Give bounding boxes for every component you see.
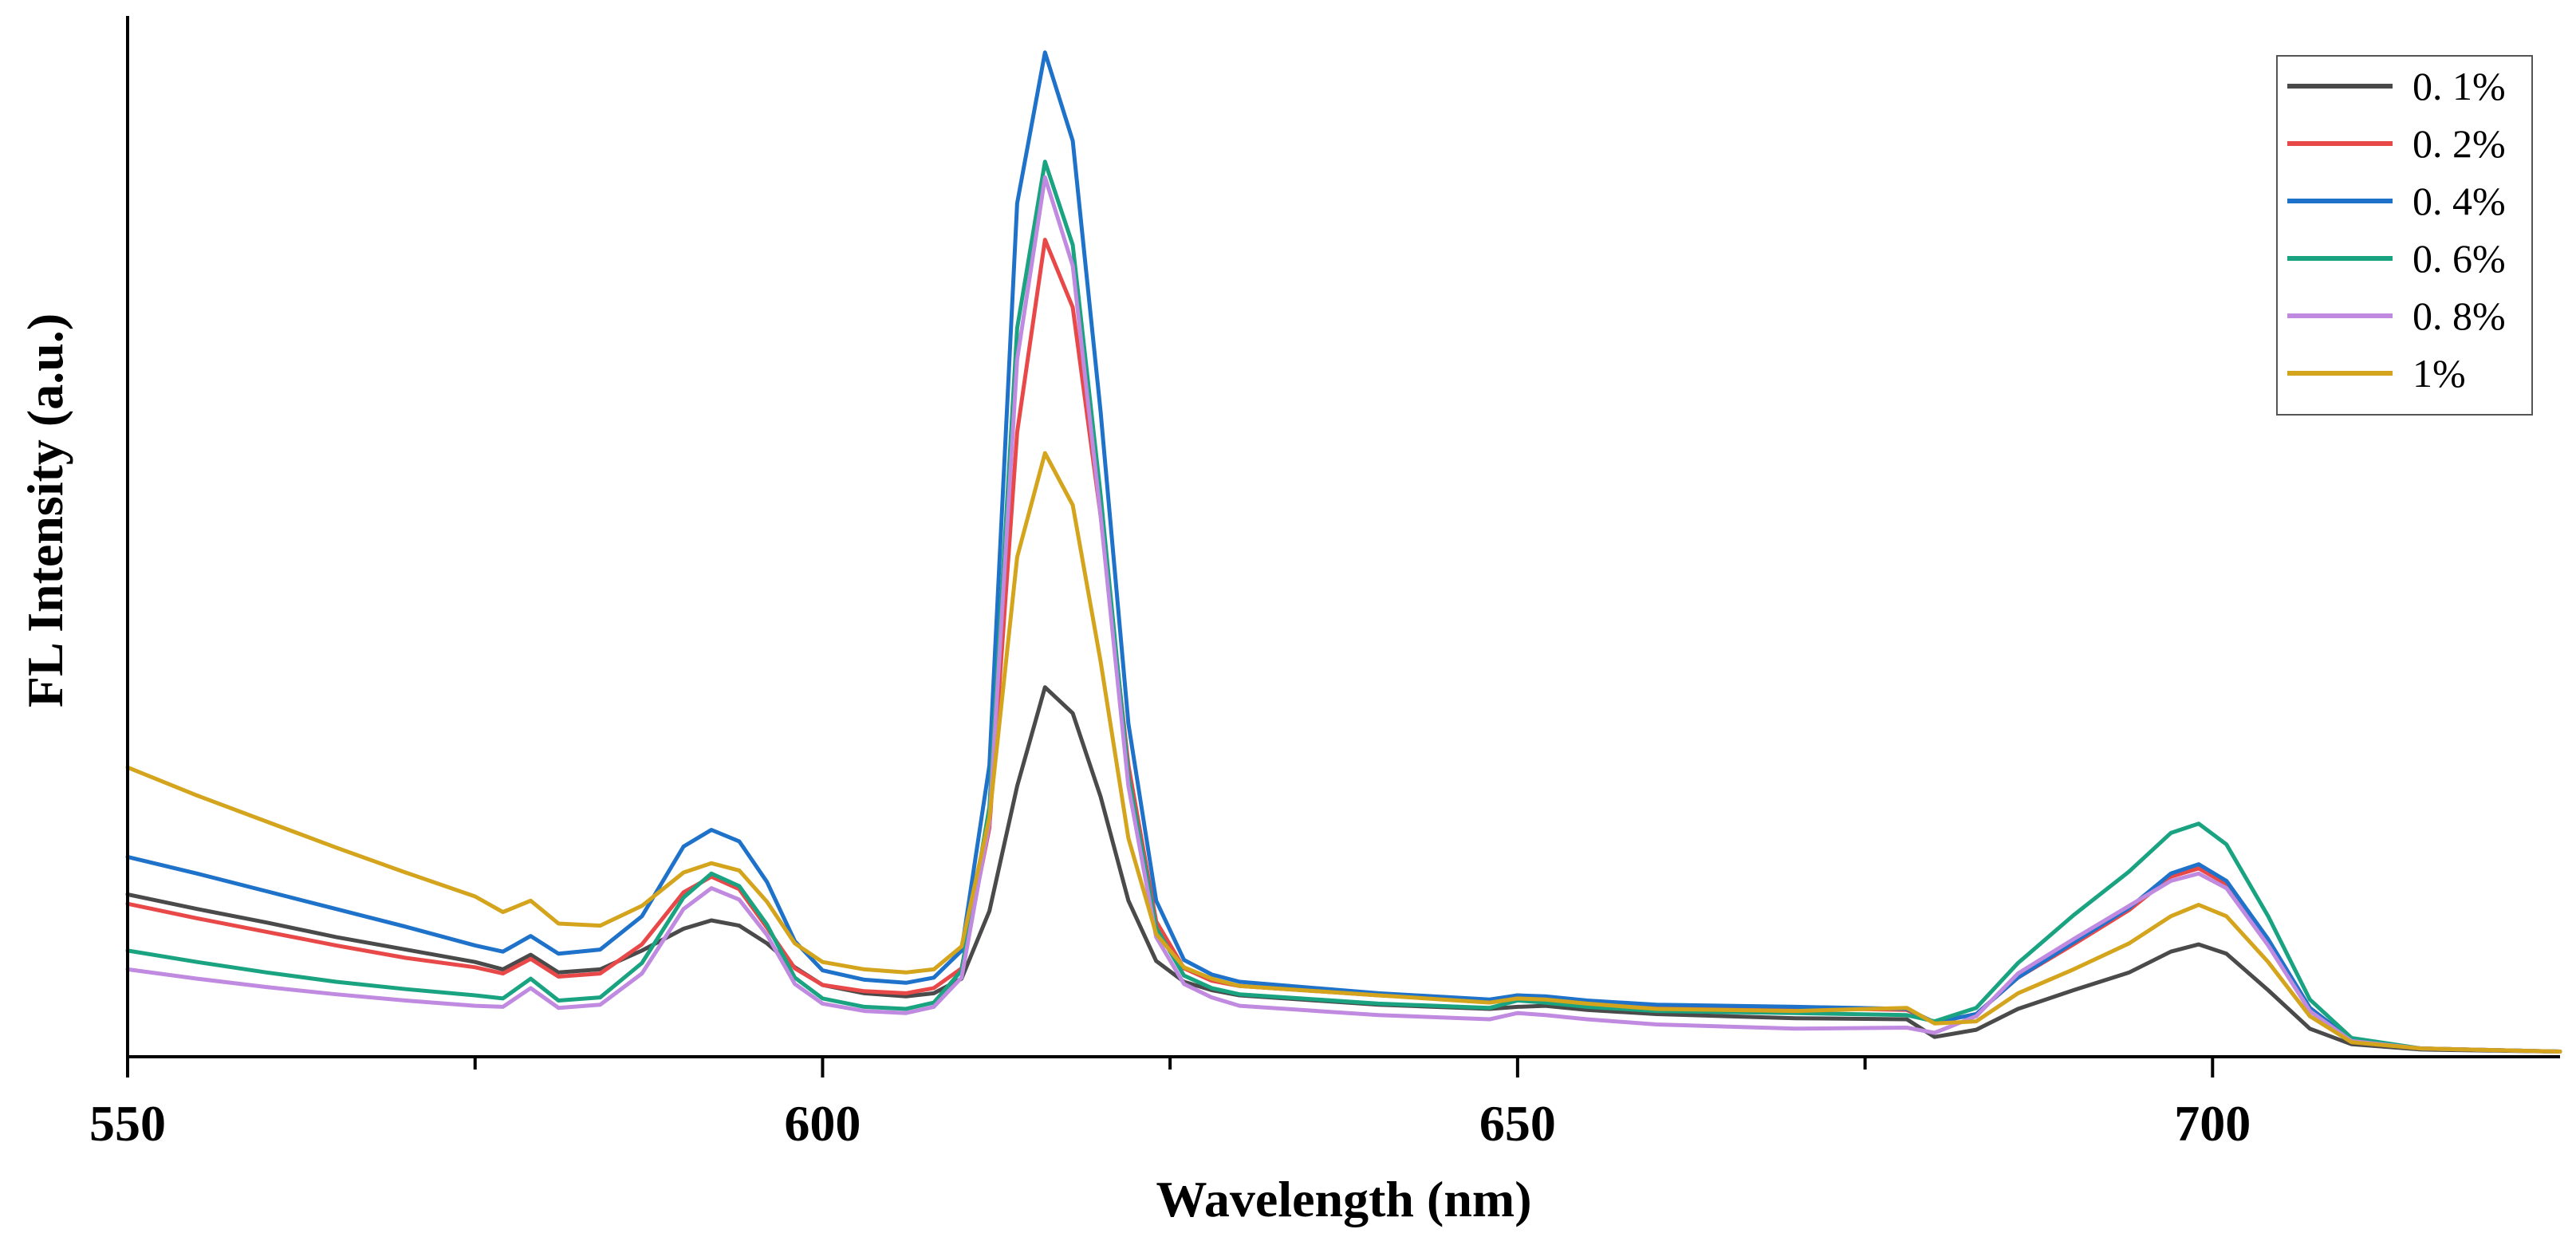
legend-label-0: 0. 1% [2413, 64, 2506, 108]
legend-label-4: 0. 8% [2413, 293, 2506, 338]
legend-label-1: 0. 2% [2413, 121, 2506, 166]
series-line-5 [125, 451, 2562, 1054]
series-line-4 [125, 175, 2562, 1054]
x-tick-label: 700 [2174, 1095, 2251, 1152]
legend-box [2276, 55, 2533, 416]
series-line-2 [125, 50, 2562, 1054]
legend: 0. 1% 0. 2% 0. 4% 0. 6% 0. 8% 1% [2276, 55, 2533, 416]
y-axis-title: FL Intensity (a.u.) [17, 313, 73, 707]
legend-label-2: 0. 4% [2413, 179, 2506, 223]
legend-items: 0. 1% 0. 2% 0. 4% 0. 6% 0. 8% 1% [2287, 64, 2506, 396]
x-tick-label: 600 [784, 1095, 861, 1152]
legend-label-3: 0. 6% [2413, 236, 2506, 281]
x-tick-label: 550 [89, 1095, 166, 1152]
x-tick-layer: 550 600 650 700 [89, 1057, 2251, 1152]
series-layer [125, 50, 2562, 1054]
series-line-3 [125, 160, 2562, 1054]
x-tick-label: 650 [1479, 1095, 1556, 1152]
legend-label-5: 1% [2413, 351, 2466, 396]
x-axis-title: Wavelength (nm) [1156, 1171, 1531, 1227]
series-line-0 [125, 685, 2562, 1054]
series-line-1 [125, 238, 2562, 1054]
